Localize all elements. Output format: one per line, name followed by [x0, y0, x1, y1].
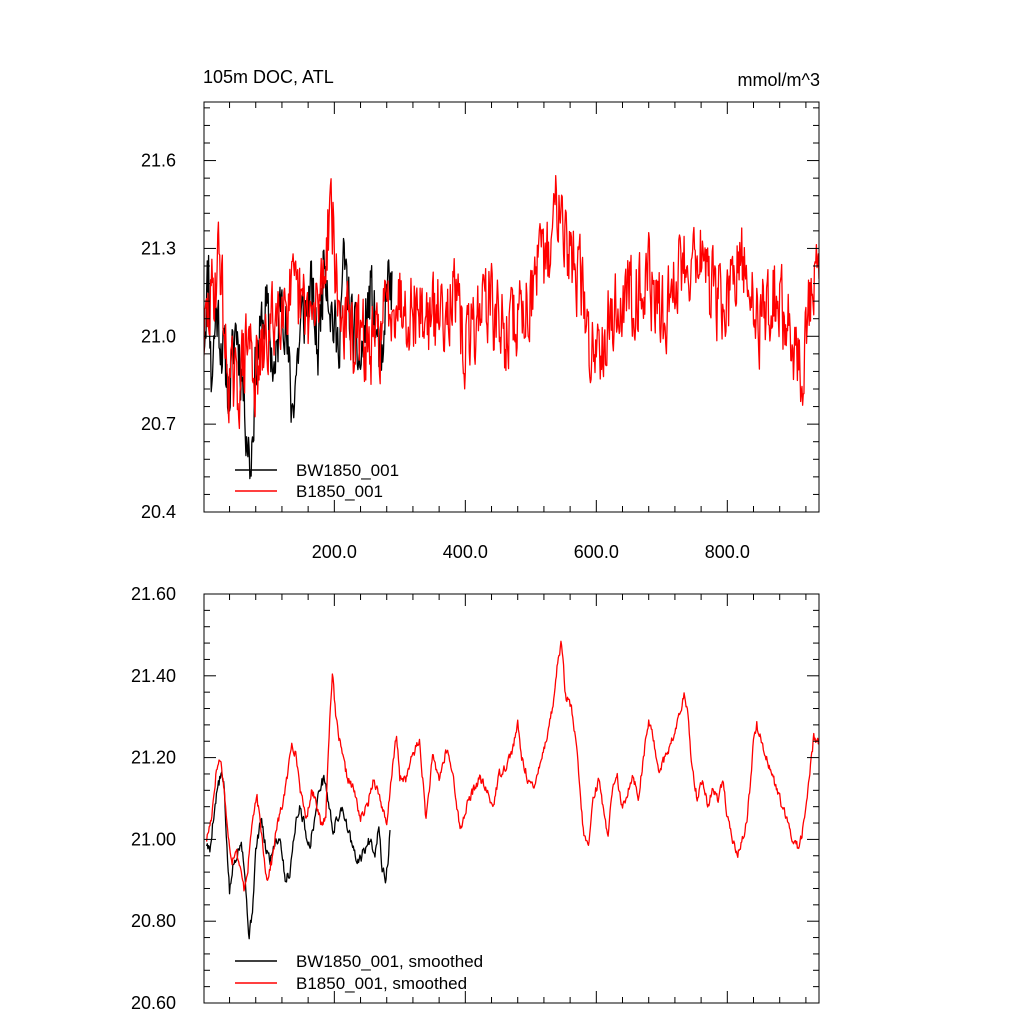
top-axes: 20.4 20.7 21.0 21.3 21.6 200.0 400.0 600.0 800.0: [141, 101, 820, 562]
bottom-y-tick-label: 20.80: [131, 911, 176, 931]
top-legend: BW1850_001 B1850_001: [235, 461, 399, 501]
bottom-axes: 20.60 20.80 21.00 21.20 21.40 21.60: [131, 584, 820, 1013]
top-y-tick-label: 20.4: [141, 502, 176, 522]
top-title-right: mmol/m^3: [738, 70, 820, 90]
bottom-y-tick-label: 21.00: [131, 829, 176, 849]
bottom-series-group: [205, 640, 819, 940]
top-series-line-0: [204, 237, 393, 480]
top-x-tick-label: 800.0: [705, 542, 750, 562]
bottom-legend: BW1850_001, smoothed B1850_001, smoothed: [235, 952, 483, 993]
top-title-left: 105m DOC, ATL: [203, 67, 334, 87]
top-series-line-1: [204, 174, 819, 430]
bottom-y-tick-label: 21.40: [131, 666, 176, 686]
top-y-tick-label: 20.7: [141, 414, 176, 434]
bottom-series-line-1: [205, 640, 819, 892]
bottom-plot-frame: [203, 593, 820, 1004]
bottom-y-tick-label: 21.20: [131, 748, 176, 768]
top-x-tick-label: 200.0: [312, 542, 357, 562]
top-x-tick-label: 400.0: [443, 542, 488, 562]
legend-label-b1850: B1850_001: [296, 482, 383, 501]
bottom-y-tick-label: 21.60: [131, 584, 176, 604]
top-y-tick-label: 21.0: [141, 326, 176, 346]
top-series-group: [204, 174, 819, 480]
legend-label-bw1850: BW1850_001: [296, 461, 399, 480]
bottom-y-tick-label: 20.60: [131, 993, 176, 1013]
top-y-tick-label: 21.6: [141, 151, 176, 171]
top-plot-frame: [203, 101, 820, 513]
top-x-tick-label: 600.0: [574, 542, 619, 562]
bottom-panel: 20.60 20.80 21.00 21.20 21.40 21.60 BW1850_00…: [131, 584, 820, 1013]
top-y-tick-label: 21.3: [141, 238, 176, 258]
legend-label-b1850-smoothed: B1850_001, smoothed: [296, 974, 467, 993]
legend-label-bw1850-smoothed: BW1850_001, smoothed: [296, 952, 483, 971]
top-panel: 105m DOC, ATL mmol/m^3 20.420.721.021.32…: [141, 67, 820, 562]
